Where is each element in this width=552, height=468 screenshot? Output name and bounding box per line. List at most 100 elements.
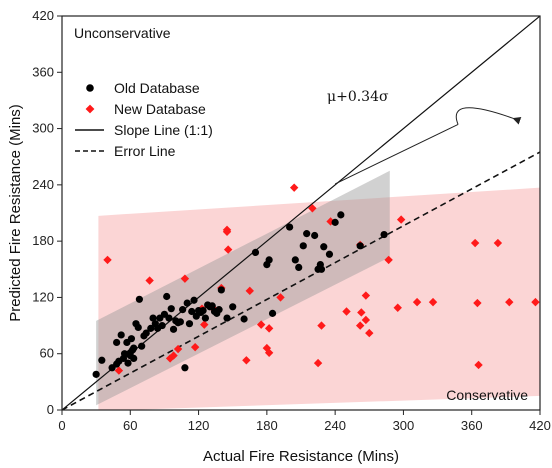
new-database-point — [317, 321, 326, 330]
new-database-point — [493, 238, 503, 248]
new-database-point — [114, 366, 124, 375]
y-tick-label: 60 — [40, 346, 54, 361]
old-database-point — [201, 314, 209, 322]
new-database-point — [245, 286, 254, 296]
old-database-point — [337, 211, 345, 219]
new-database-point — [256, 320, 266, 329]
y-tick-label: 180 — [32, 233, 54, 248]
new-database-point — [145, 276, 154, 285]
old-database-point — [163, 292, 171, 301]
old-database-point — [251, 248, 260, 256]
old-database-point — [286, 223, 294, 231]
old-database-point — [223, 314, 231, 322]
y-tick-label: 0 — [47, 402, 54, 417]
x-tick-label: 120 — [188, 418, 210, 433]
new-database-point — [365, 328, 374, 338]
old-database-point — [291, 256, 299, 264]
old-database-point — [130, 344, 138, 352]
old-database-point — [295, 263, 303, 272]
x-tick-label: 0 — [58, 418, 65, 433]
old-database-point — [303, 230, 311, 238]
old-database-point — [179, 306, 187, 314]
legend-label: New Database — [114, 101, 206, 117]
old-database-point — [317, 265, 326, 273]
x-tick-label: 300 — [393, 418, 415, 433]
old-database-point — [176, 318, 184, 326]
axes: 0 60 120 180 240 300 360 420 0 60 120 180 240 300 360 4… — [32, 8, 551, 433]
new-database-point — [223, 245, 233, 254]
old-database-band — [96, 170, 390, 406]
new-database-point — [289, 183, 299, 192]
new-database-point — [428, 297, 438, 307]
old-database-point — [380, 230, 388, 239]
old-database-point — [199, 306, 207, 315]
old-database-point — [185, 320, 194, 328]
error-arrow-layer — [334, 107, 522, 185]
new-database-point — [200, 320, 209, 329]
old-database-point — [331, 218, 339, 226]
confidence-bands — [96, 170, 540, 410]
old-database-point — [169, 325, 178, 333]
old-database-point — [311, 231, 319, 240]
old-database-point — [135, 295, 143, 303]
old-database-point — [268, 309, 277, 317]
new-database-point — [396, 215, 406, 224]
old-database-point — [127, 335, 136, 343]
old-database-point — [149, 314, 157, 322]
old-database-point — [240, 315, 248, 323]
old-database-point — [113, 338, 121, 347]
old-database-point — [124, 359, 132, 367]
y-tick-label: 240 — [32, 177, 54, 192]
legend-item: Old Database — [86, 80, 200, 96]
conservative-label: Conservative — [446, 387, 528, 403]
legend-marker-old — [86, 84, 94, 92]
plot-area — [62, 16, 540, 410]
new-database-point — [384, 255, 393, 265]
new-database-point — [357, 308, 366, 317]
old-database-point — [130, 354, 138, 363]
old-database-point — [147, 324, 155, 332]
new-database-point — [222, 227, 232, 236]
old-database-point — [190, 296, 198, 304]
old-database-point — [325, 250, 334, 258]
y-tick-label: 300 — [32, 121, 54, 136]
new-database-point — [393, 303, 402, 312]
old-database-point — [320, 243, 328, 251]
old-database-point — [208, 302, 216, 310]
x-axis-title: Actual Fire Resistance (Mins) — [203, 448, 399, 465]
new-database-point — [173, 344, 183, 354]
old-database-point — [142, 329, 150, 337]
new-database-band — [98, 187, 540, 410]
new-database-point — [276, 293, 285, 302]
new-database-point — [242, 356, 251, 365]
new-database-point — [180, 274, 190, 283]
unconservative-label: Unconservative — [74, 25, 171, 41]
new-database-point — [470, 238, 480, 248]
new-database-point — [313, 358, 323, 368]
legend-marker-new — [85, 104, 95, 114]
x-tick-label: 240 — [324, 418, 346, 433]
y-tick-label: 420 — [32, 8, 54, 23]
old-database-point — [167, 305, 175, 313]
old-database-point — [138, 342, 146, 350]
old-database-point — [356, 242, 364, 250]
old-database-point — [217, 286, 225, 294]
y-axis-title: Predicted Fire Resistance (Mins) — [7, 104, 24, 322]
new-database-point — [355, 321, 365, 330]
new-database-point — [308, 204, 317, 213]
x-tick-label: 360 — [461, 418, 483, 433]
error-arrow-leader — [334, 123, 459, 185]
legend: Old Database New Database Slope Line (1:1)… — [75, 80, 213, 159]
new-database-point — [169, 351, 178, 360]
x-tick-label: 60 — [123, 418, 137, 433]
y-tick-label: 360 — [32, 64, 54, 79]
old-database-point — [134, 323, 142, 332]
legend-item: New Database — [85, 101, 206, 117]
old-database-point — [98, 356, 106, 364]
new-database-point — [190, 342, 200, 352]
y-tick-label: 120 — [32, 289, 54, 304]
error-label: μ+0.34σ — [327, 89, 389, 105]
old-database-point — [158, 321, 166, 330]
new-database-point — [361, 315, 371, 325]
new-database-point — [342, 307, 351, 316]
